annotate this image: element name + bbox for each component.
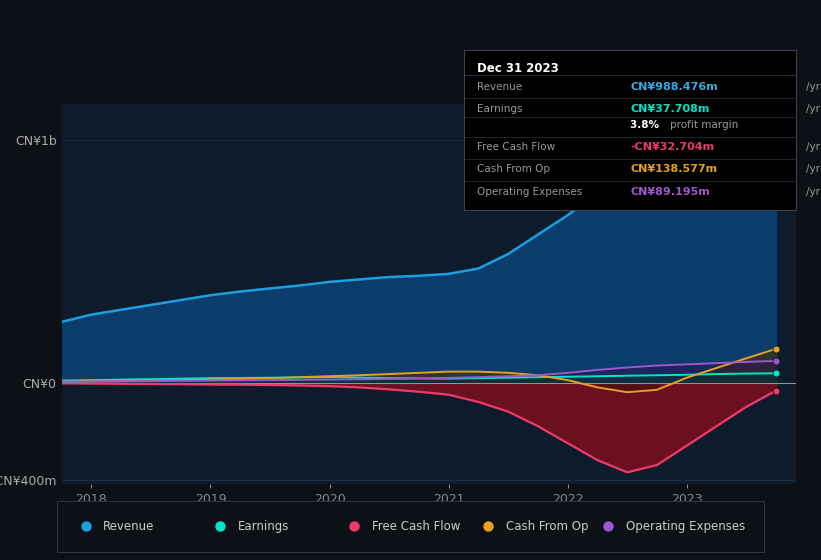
Text: -CN¥32.704m: -CN¥32.704m: [631, 142, 714, 152]
Text: /yr: /yr: [806, 82, 820, 92]
Text: Free Cash Flow: Free Cash Flow: [372, 520, 460, 533]
Text: /yr: /yr: [806, 164, 820, 174]
Text: Revenue: Revenue: [103, 520, 154, 533]
Text: /yr: /yr: [806, 142, 820, 152]
Text: CN¥89.195m: CN¥89.195m: [631, 186, 710, 197]
Text: profit margin: profit margin: [670, 120, 738, 129]
Text: Operating Expenses: Operating Expenses: [477, 186, 582, 197]
Text: Cash From Op: Cash From Op: [477, 164, 550, 174]
Text: Dec 31 2023: Dec 31 2023: [477, 62, 559, 74]
Text: 3.8%: 3.8%: [631, 120, 663, 129]
Text: CN¥37.708m: CN¥37.708m: [631, 104, 709, 114]
Text: Earnings: Earnings: [237, 520, 289, 533]
Text: CN¥138.577m: CN¥138.577m: [631, 164, 718, 174]
Text: Free Cash Flow: Free Cash Flow: [477, 142, 555, 152]
Text: Revenue: Revenue: [477, 82, 522, 92]
Text: CN¥988.476m: CN¥988.476m: [631, 82, 718, 92]
Text: /yr: /yr: [806, 104, 820, 114]
Text: Earnings: Earnings: [477, 104, 523, 114]
Text: Cash From Op: Cash From Op: [506, 520, 589, 533]
Text: /yr: /yr: [806, 186, 820, 197]
Text: Operating Expenses: Operating Expenses: [626, 520, 745, 533]
